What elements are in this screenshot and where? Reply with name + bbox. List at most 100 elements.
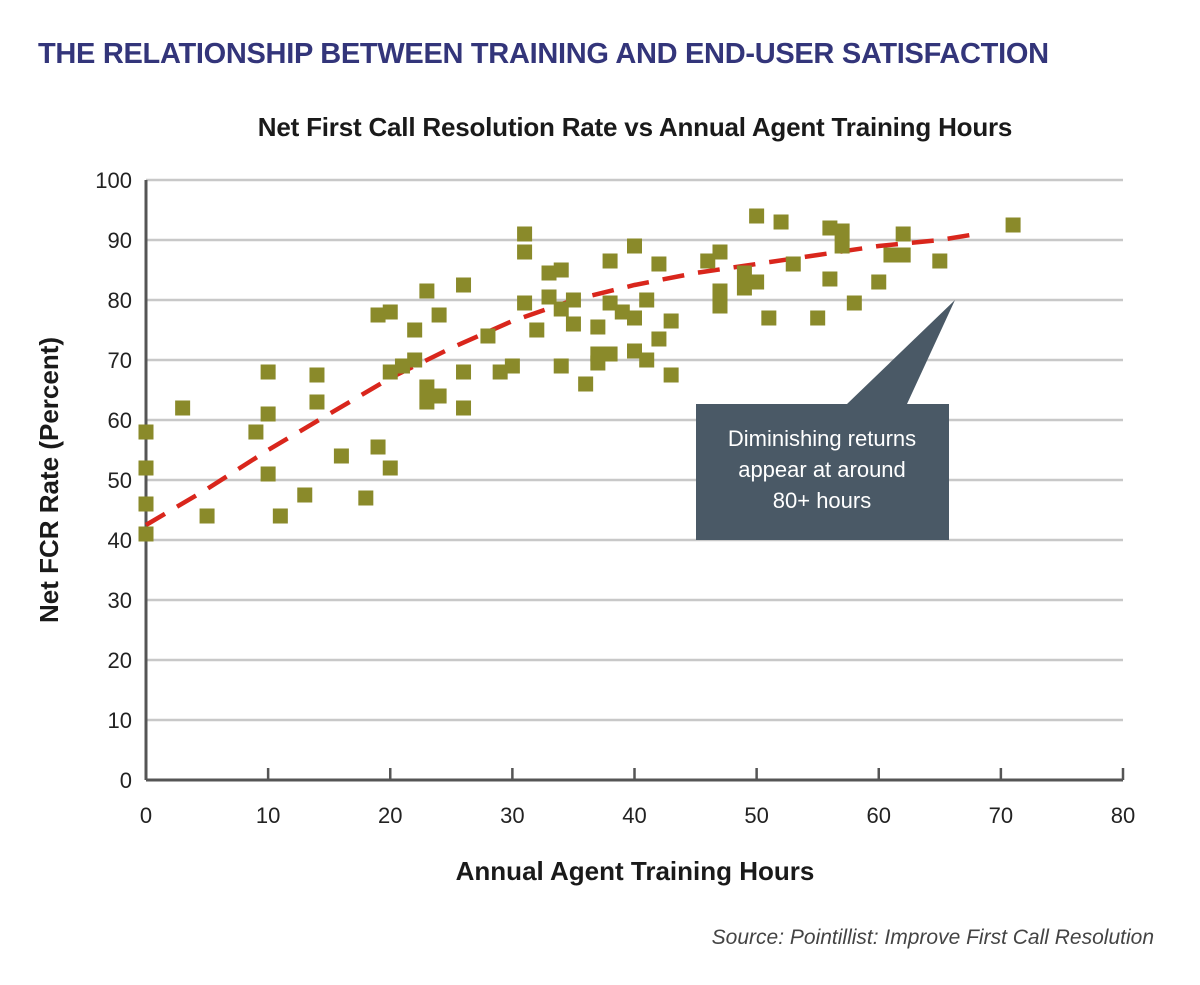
data-point	[456, 277, 472, 293]
data-point	[517, 226, 533, 242]
data-point	[138, 526, 154, 542]
data-point	[773, 214, 789, 230]
callout-line-1: Diminishing returns	[728, 426, 916, 451]
callout-box: Diminishing returns appear at around 80+…	[696, 300, 955, 540]
data-point	[309, 367, 325, 383]
data-point	[663, 313, 679, 329]
y-tick-label: 10	[108, 708, 132, 733]
data-point	[260, 364, 276, 380]
data-point	[895, 247, 911, 263]
y-tick-label: 60	[108, 408, 132, 433]
x-tick-label: 40	[622, 803, 646, 828]
y-tick-label: 50	[108, 468, 132, 493]
data-point	[1005, 217, 1021, 233]
data-point	[456, 364, 472, 380]
data-point	[394, 358, 410, 374]
y-tick-label: 40	[108, 528, 132, 553]
data-point	[456, 400, 472, 416]
source-note: Source: Pointillist: Improve First Call …	[711, 926, 1154, 949]
data-point	[736, 280, 752, 296]
data-point	[419, 283, 435, 299]
x-tick-label: 70	[989, 803, 1013, 828]
data-point	[553, 301, 569, 317]
data-point	[883, 247, 899, 263]
y-tick-label: 70	[108, 348, 132, 373]
data-point	[627, 238, 642, 254]
data-point	[651, 331, 667, 347]
y-tick-labels: 0 10 20 30 40 50 60 70 80 90 100	[95, 168, 132, 793]
data-point	[333, 448, 349, 464]
data-point	[749, 274, 765, 290]
data-point	[419, 394, 435, 410]
data-point	[431, 307, 447, 323]
banner-title: THE RELATIONSHIP BETWEEN TRAINING AND EN…	[38, 38, 1049, 70]
data-point	[504, 358, 520, 374]
data-point	[199, 508, 215, 524]
data-point	[932, 253, 948, 269]
x-tick-label: 50	[744, 803, 768, 828]
data-point	[749, 208, 765, 224]
data-point	[761, 310, 777, 326]
x-tick-label: 60	[867, 803, 891, 828]
data-point	[822, 271, 838, 287]
data-point	[712, 283, 728, 299]
data-point	[480, 328, 496, 344]
data-point	[639, 292, 655, 308]
data-point	[565, 316, 581, 332]
data-point	[651, 256, 667, 272]
data-point	[407, 322, 423, 338]
data-point	[602, 295, 618, 311]
data-point	[871, 274, 887, 290]
data-point	[260, 466, 276, 482]
data-point	[895, 226, 911, 242]
data-point	[565, 292, 581, 308]
data-point	[272, 508, 288, 524]
data-point	[553, 358, 569, 374]
axes	[144, 180, 1125, 782]
callout-line-3: 80+ hours	[773, 488, 871, 513]
y-tick-label: 0	[120, 768, 132, 793]
data-point	[309, 394, 325, 410]
x-axis-title: Annual Agent Training Hours	[456, 856, 815, 886]
data-point	[517, 244, 533, 260]
data-point	[248, 424, 264, 440]
gridlines	[146, 178, 1123, 722]
data-point	[382, 304, 398, 320]
data-point	[297, 487, 313, 503]
y-tick-label: 30	[108, 588, 132, 613]
data-point	[541, 289, 557, 305]
data-point	[810, 310, 826, 326]
data-point	[602, 346, 618, 362]
data-point	[541, 265, 557, 281]
data-point	[834, 238, 850, 254]
data-point	[419, 379, 435, 395]
data-point	[736, 265, 752, 281]
x-tick-label: 10	[256, 803, 280, 828]
data-point	[431, 388, 447, 404]
y-tick-label: 100	[95, 168, 132, 193]
x-tick-label: 20	[378, 803, 402, 828]
data-point	[712, 244, 728, 260]
y-axis-title: Net FCR Rate (Percent)	[34, 337, 64, 623]
data-point	[138, 460, 154, 476]
data-point	[663, 367, 679, 383]
data-point	[700, 253, 716, 269]
data-points	[138, 208, 1021, 542]
data-point	[590, 346, 606, 362]
data-point	[517, 295, 533, 311]
data-point	[590, 319, 606, 335]
chart-title: Net First Call Resolution Rate vs Annual…	[257, 112, 1013, 142]
data-point	[175, 400, 191, 416]
y-tick-label: 90	[108, 228, 132, 253]
data-point	[834, 223, 850, 239]
data-point	[614, 304, 630, 320]
callout-shape	[696, 300, 955, 540]
data-point	[358, 490, 374, 506]
y-tick-label: 20	[108, 648, 132, 673]
data-point	[370, 307, 386, 323]
callout-line-2: appear at around	[738, 457, 906, 482]
data-point	[407, 352, 423, 368]
data-point	[370, 439, 386, 455]
data-point	[822, 220, 838, 236]
